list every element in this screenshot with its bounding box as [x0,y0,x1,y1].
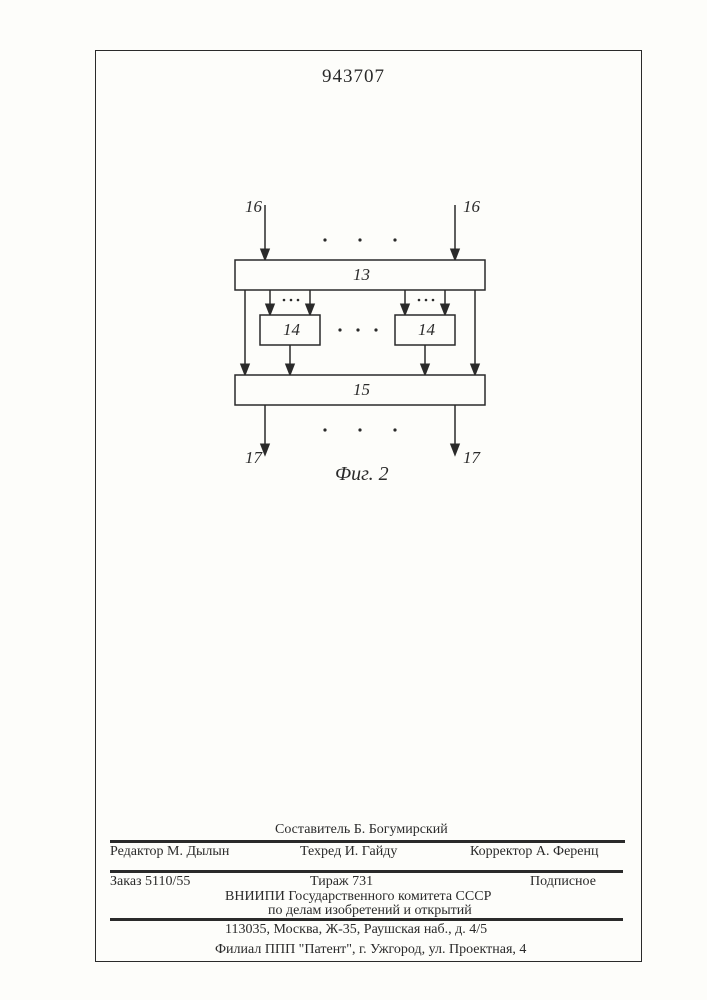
label-17-right: 17 [463,448,482,467]
footer-order: Заказ 5110/55 [110,874,190,890]
document-number: 943707 [0,66,707,88]
diagram-fig2: 16 16 13 14 14 15 17 17 Фиг. 2 [190,200,530,520]
block-14-right-label: 14 [418,320,436,339]
footer-corrector: Корректор А. Ференц [470,844,599,860]
footer-addr1: 113035, Москва, Ж-35, Раушская наб., д. … [225,922,487,938]
label-17-left: 17 [245,448,264,467]
footer-podpis: Подписное [530,874,596,890]
figure-caption: Фиг. 2 [335,463,389,485]
footer-techred: Техред И. Гайду [300,844,397,860]
footer-editor: Редактор М. Дылын [110,844,229,860]
footer-compiler: Составитель Б. Богумирский [275,822,448,838]
block-14-left-label: 14 [283,320,301,339]
block-13-label: 13 [353,265,370,284]
footer-org2: по делам изобретений и открытий [268,903,472,919]
rule-2 [110,870,623,873]
block-15-label: 15 [353,380,370,399]
label-16-right: 16 [463,200,481,216]
rule-1 [110,840,625,843]
footer-addr2: Филиал ППП "Патент", г. Ужгород, ул. Про… [215,942,526,958]
footer-tirazh: Тираж 731 [310,874,373,890]
label-16-left: 16 [245,200,263,216]
